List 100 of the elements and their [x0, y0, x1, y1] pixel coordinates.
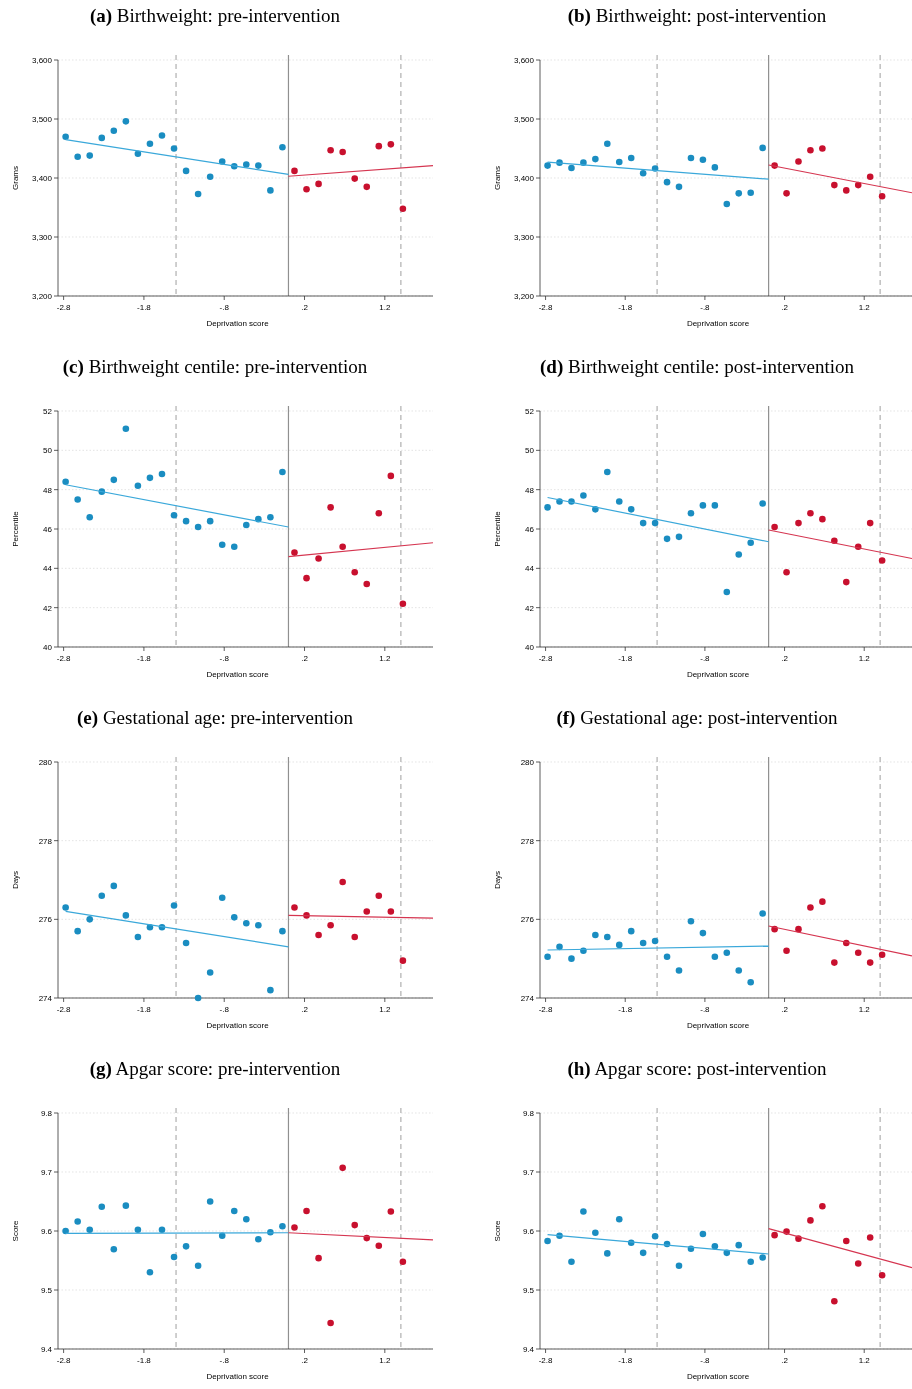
point [122, 1202, 130, 1209]
point [604, 1250, 611, 1257]
point [771, 523, 778, 531]
point [651, 937, 659, 945]
point [699, 502, 707, 509]
point [387, 472, 395, 480]
x-tick-label: .2 [301, 1356, 309, 1365]
point [327, 921, 334, 929]
point [218, 894, 226, 901]
point [663, 535, 671, 543]
point [170, 902, 178, 909]
point [146, 474, 154, 482]
point [699, 1230, 707, 1238]
x-tick-label: 1.2 [379, 654, 391, 663]
point [182, 517, 190, 525]
point [86, 1226, 94, 1234]
x-tick-label: -.8 [700, 1356, 711, 1365]
point [568, 1258, 575, 1265]
point [783, 568, 790, 576]
point [146, 1269, 154, 1276]
x-tick-label: -2.8 [56, 1005, 72, 1014]
point [122, 118, 130, 125]
point [878, 557, 886, 564]
x-tick-label: -.8 [219, 303, 230, 312]
point [110, 882, 118, 890]
point [783, 190, 790, 197]
point [243, 1215, 250, 1223]
point [723, 200, 731, 208]
x-tick-label: .2 [781, 303, 789, 312]
chart-title: (d) Birthweight centile: post-intervention [540, 356, 855, 378]
point [315, 180, 322, 188]
y-tick-label: 9.4 [40, 1345, 53, 1354]
point [339, 543, 346, 550]
point [74, 496, 81, 503]
y-axis-title: Days [493, 870, 502, 890]
x-tick-label: -1.8 [137, 1005, 152, 1014]
point [878, 1271, 886, 1279]
point [592, 155, 599, 163]
y-tick-label: 9.5 [40, 1286, 53, 1295]
point [62, 1227, 69, 1235]
y-axis-title: Score [11, 1220, 20, 1242]
chart-title: (e) Gestational age: pre-intervention [77, 707, 354, 729]
x-tick-label: 1.2 [379, 1356, 391, 1365]
point [735, 190, 743, 197]
point [747, 978, 754, 986]
x-tick-label: -1.8 [137, 1356, 152, 1365]
point [351, 1221, 359, 1229]
x-axis-title: Deprivation score [206, 1372, 270, 1381]
point [399, 957, 407, 964]
y-tick-label: 42 [43, 603, 53, 613]
point [206, 1198, 214, 1205]
point [878, 951, 886, 959]
x-tick-label: -1.8 [618, 654, 633, 663]
x-tick-label: 1.2 [858, 1356, 871, 1365]
point [723, 588, 731, 596]
point [399, 205, 407, 212]
point [110, 127, 118, 135]
y-tick-label: 3,300 [513, 233, 535, 242]
point [544, 1237, 551, 1245]
point [866, 519, 874, 527]
y-tick-label: 48 [525, 485, 535, 495]
chart-title: (g) Apgar score: pre-intervention [89, 1058, 341, 1080]
y-tick-label: 50 [525, 446, 535, 456]
y-tick-label: 52 [525, 407, 535, 416]
point [544, 504, 551, 511]
point [639, 169, 647, 177]
point [759, 500, 766, 507]
point [711, 502, 719, 509]
point [279, 1222, 286, 1230]
point [699, 156, 707, 164]
point [807, 1217, 814, 1224]
point [604, 468, 611, 476]
x-axis-title: Deprivation score [686, 319, 750, 328]
point [627, 506, 635, 513]
x-axis-title: Deprivation score [686, 1021, 750, 1030]
y-tick-label: 3,600 [31, 56, 53, 65]
y-axis-title: Percentile [493, 510, 502, 547]
x-axis-title: Deprivation score [206, 1021, 270, 1030]
point [279, 144, 286, 151]
x-tick-label: -.8 [700, 303, 711, 312]
x-tick-label: .2 [301, 303, 309, 312]
x-tick-label: .2 [781, 1356, 789, 1365]
point [110, 476, 118, 484]
point [267, 187, 274, 194]
y-tick-label: 278 [520, 836, 535, 846]
point [230, 1207, 238, 1215]
point [98, 1203, 106, 1211]
y-tick-label: 48 [43, 485, 53, 495]
point [218, 541, 226, 549]
point [675, 533, 683, 541]
y-tick-label: 50 [43, 446, 53, 456]
point [568, 955, 575, 962]
x-tick-label: .2 [781, 1005, 789, 1014]
x-tick-label: .2 [301, 1005, 309, 1014]
y-tick-label: 3,600 [513, 56, 535, 65]
x-tick-label: -2.8 [538, 654, 554, 663]
point [303, 185, 310, 193]
point [556, 943, 563, 951]
point [146, 140, 154, 148]
point [675, 183, 683, 191]
